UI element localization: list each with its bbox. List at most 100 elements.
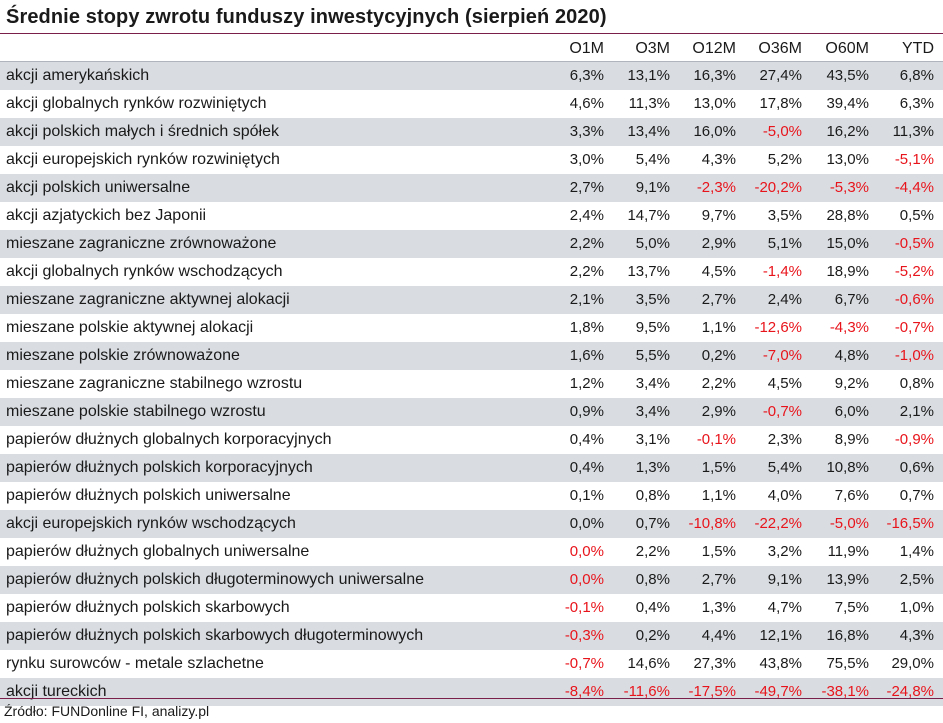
row-label: mieszane polskie zrównoważone: [6, 347, 240, 364]
cell-o12m: 16,0%: [693, 123, 736, 140]
row-label: akcji polskich uniwersalne: [6, 179, 191, 196]
cell-o1m: 0,4%: [569, 459, 604, 476]
cell-o60m: -38,1%: [821, 683, 869, 700]
table-row: akcji amerykańskich 6,3% 13,1% 16,3% 27,4% 43…: [0, 62, 943, 90]
row-label: akcji europejskich rynków wschodzących: [6, 515, 296, 532]
cell-o1m: -0,3%: [564, 627, 604, 644]
cell-o1m: 3,3%: [569, 123, 604, 140]
table-row: papierów dłużnych polskich skarbowych dł…: [0, 622, 943, 650]
cell-o1m: 3,0%: [569, 151, 604, 168]
cell-o1m: 0,0%: [569, 543, 604, 560]
cell-o12m: 4,4%: [701, 627, 736, 644]
cell-o12m: 1,3%: [701, 599, 736, 616]
cell-ytd: 6,8%: [899, 67, 934, 84]
cell-ytd: 0,6%: [899, 459, 934, 476]
cell-o60m: 7,5%: [834, 599, 869, 616]
page-title: Średnie stopy zwrotu funduszy inwestycyj…: [6, 6, 607, 28]
cell-o36m: -20,2%: [754, 179, 802, 196]
cell-o3m: 5,5%: [635, 347, 670, 364]
cell-o3m: 3,5%: [635, 291, 670, 308]
cell-o3m: 5,0%: [635, 235, 670, 252]
cell-o36m: -22,2%: [754, 515, 802, 532]
cell-o12m: 1,5%: [701, 543, 736, 560]
cell-ytd: 4,3%: [899, 627, 934, 644]
cell-o1m: 2,1%: [569, 291, 604, 308]
table-row: rynku surowców - metale szlachetne -0,7% 1…: [0, 650, 943, 678]
cell-ytd: 0,5%: [899, 207, 934, 224]
cell-o36m: 5,4%: [767, 459, 802, 476]
cell-o36m: 3,5%: [767, 207, 802, 224]
row-label: mieszane zagraniczne zrównoważone: [6, 235, 277, 252]
cell-o36m: -1,4%: [762, 263, 802, 280]
table-row: mieszane zagraniczne aktywnej alokacji 2,…: [0, 286, 943, 314]
cell-ytd: -1,0%: [894, 347, 934, 364]
cell-ytd: 2,5%: [899, 571, 934, 588]
cell-ytd: -4,4%: [894, 179, 934, 196]
cell-o3m: 11,3%: [628, 95, 670, 112]
row-label: papierów dłużnych globalnych korporacyjn…: [6, 431, 332, 448]
cell-o60m: 13,0%: [826, 151, 869, 168]
cell-o36m: 5,2%: [767, 151, 802, 168]
header-divider: [0, 61, 943, 62]
cell-o36m: -49,7%: [754, 683, 802, 700]
cell-o36m: -5,0%: [762, 123, 802, 140]
column-header-o36m: O36M: [758, 40, 802, 57]
cell-o12m: 2,9%: [701, 235, 736, 252]
table-row: mieszane polskie aktywnej alokacji 1,8% 9,…: [0, 314, 943, 342]
table-row: papierów dłużnych polskich długoterminow…: [0, 566, 943, 594]
cell-o1m: 4,6%: [569, 95, 604, 112]
cell-ytd: -0,9%: [894, 431, 934, 448]
table-row: mieszane polskie zrównoważone 1,6% 5,5% 0,2…: [0, 342, 943, 370]
table-row: mieszane polskie stabilnego wzrostu 0,9% 3…: [0, 398, 943, 426]
cell-o3m: 3,4%: [635, 403, 670, 420]
cell-o36m: 2,4%: [767, 291, 802, 308]
row-label: papierów dłużnych polskich skarbowych: [6, 599, 290, 616]
cell-o12m: 2,2%: [701, 375, 736, 392]
table-row: mieszane zagraniczne stabilnego wzrostu 1…: [0, 370, 943, 398]
title-divider: [0, 33, 943, 34]
row-label: akcji globalnych rynków rozwiniętych: [6, 95, 267, 112]
row-label: akcji polskich małych i średnich spółek: [6, 123, 279, 140]
cell-o3m: 3,4%: [635, 375, 670, 392]
cell-ytd: 1,4%: [899, 543, 934, 560]
cell-o12m: 13,0%: [693, 95, 736, 112]
cell-o60m: 18,9%: [826, 263, 869, 280]
row-label: akcji globalnych rynków wschodzących: [6, 263, 283, 280]
cell-o60m: 11,9%: [827, 543, 869, 560]
cell-o3m: 9,1%: [635, 179, 670, 196]
table-header: O1M O3M O12M O36M O60M YTD: [0, 37, 943, 61]
cell-o12m: 4,3%: [701, 151, 736, 168]
table-row: mieszane zagraniczne zrównoważone 2,2% 5,0…: [0, 230, 943, 258]
cell-o1m: -0,1%: [564, 599, 604, 616]
table-row: akcji globalnych rynków wschodzących 2,2%…: [0, 258, 943, 286]
table-row: akcji globalnych rynków rozwiniętych 4,6%…: [0, 90, 943, 118]
cell-ytd: 1,0%: [899, 599, 934, 616]
row-label: rynku surowców - metale szlachetne: [6, 655, 264, 672]
cell-o3m: 3,1%: [635, 431, 670, 448]
cell-o1m: 2,2%: [569, 235, 604, 252]
cell-o60m: 15,0%: [826, 235, 869, 252]
cell-o36m: 5,1%: [767, 235, 802, 252]
cell-o36m: 4,0%: [767, 487, 802, 504]
row-label: papierów dłużnych polskich uniwersalne: [6, 487, 291, 504]
cell-o60m: 6,0%: [834, 403, 869, 420]
cell-o60m: 6,7%: [834, 291, 869, 308]
cell-o36m: -12,6%: [754, 319, 802, 336]
column-header-o3m: O3M: [635, 40, 670, 57]
row-label: papierów dłużnych polskich skarbowych dł…: [6, 627, 424, 644]
cell-o1m: 1,8%: [569, 319, 604, 336]
row-label: akcji europejskich rynków rozwiniętych: [6, 151, 280, 168]
cell-o12m: 16,3%: [693, 67, 736, 84]
cell-o36m: 4,7%: [767, 599, 802, 616]
table-row: akcji azjatyckich bez Japonii 2,4% 14,7% 9,…: [0, 202, 943, 230]
row-label: papierów dłużnych globalnych uniwersalne: [6, 543, 310, 560]
cell-o36m: 2,3%: [767, 431, 802, 448]
cell-o12m: 1,1%: [701, 319, 736, 336]
table-row: akcji europejskich rynków wschodzących 0,…: [0, 510, 943, 538]
cell-o1m: -0,7%: [564, 655, 604, 672]
cell-o36m: 12,1%: [759, 627, 802, 644]
cell-ytd: -16,5%: [886, 515, 934, 532]
cell-o36m: 9,1%: [767, 571, 802, 588]
cell-ytd: -0,7%: [894, 319, 934, 336]
cell-o12m: 2,7%: [701, 291, 736, 308]
